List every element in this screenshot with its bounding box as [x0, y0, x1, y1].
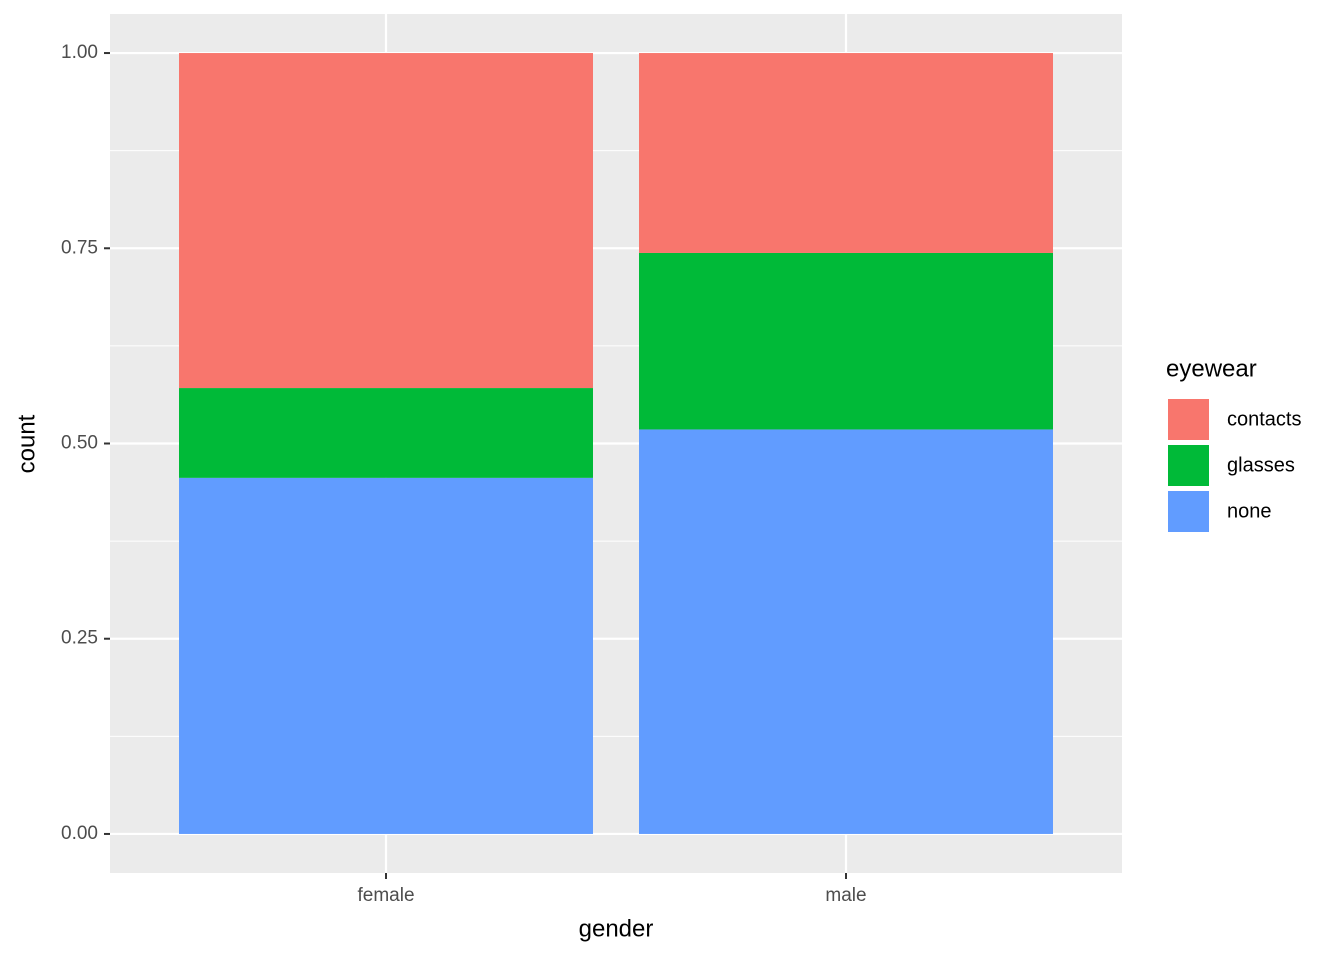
y-tick-label: 1.00 — [61, 42, 98, 63]
bar-segment — [179, 53, 593, 389]
axes: 0.00 0.25 0.50 0.75 1.00 female male — [61, 42, 867, 906]
legend: contacts glasses none — [1166, 397, 1301, 534]
bar-segment — [639, 429, 1053, 834]
bar-segment — [639, 53, 1053, 253]
y-tick-label: 0.00 — [61, 823, 98, 844]
legend-key — [1166, 443, 1211, 488]
bar-segment — [179, 477, 593, 834]
y-axis-title: count — [13, 414, 40, 473]
y-tick-label: 0.75 — [61, 237, 98, 258]
bars — [179, 53, 1053, 834]
legend-key — [1166, 397, 1211, 442]
x-tick-label: female — [357, 885, 414, 906]
x-tick-label: male — [825, 885, 866, 906]
legend-label: glasses — [1227, 454, 1295, 476]
y-tick-label: 0.25 — [61, 628, 98, 649]
legend-key — [1166, 489, 1211, 534]
x-axis-title: gender — [579, 915, 654, 942]
legend-label: none — [1227, 500, 1272, 522]
bar-segment — [639, 252, 1053, 430]
y-tick-label: 0.50 — [61, 433, 98, 454]
legend-label: contacts — [1227, 408, 1301, 430]
bar-segment — [179, 388, 593, 478]
legend-title: eyewear — [1166, 355, 1257, 382]
